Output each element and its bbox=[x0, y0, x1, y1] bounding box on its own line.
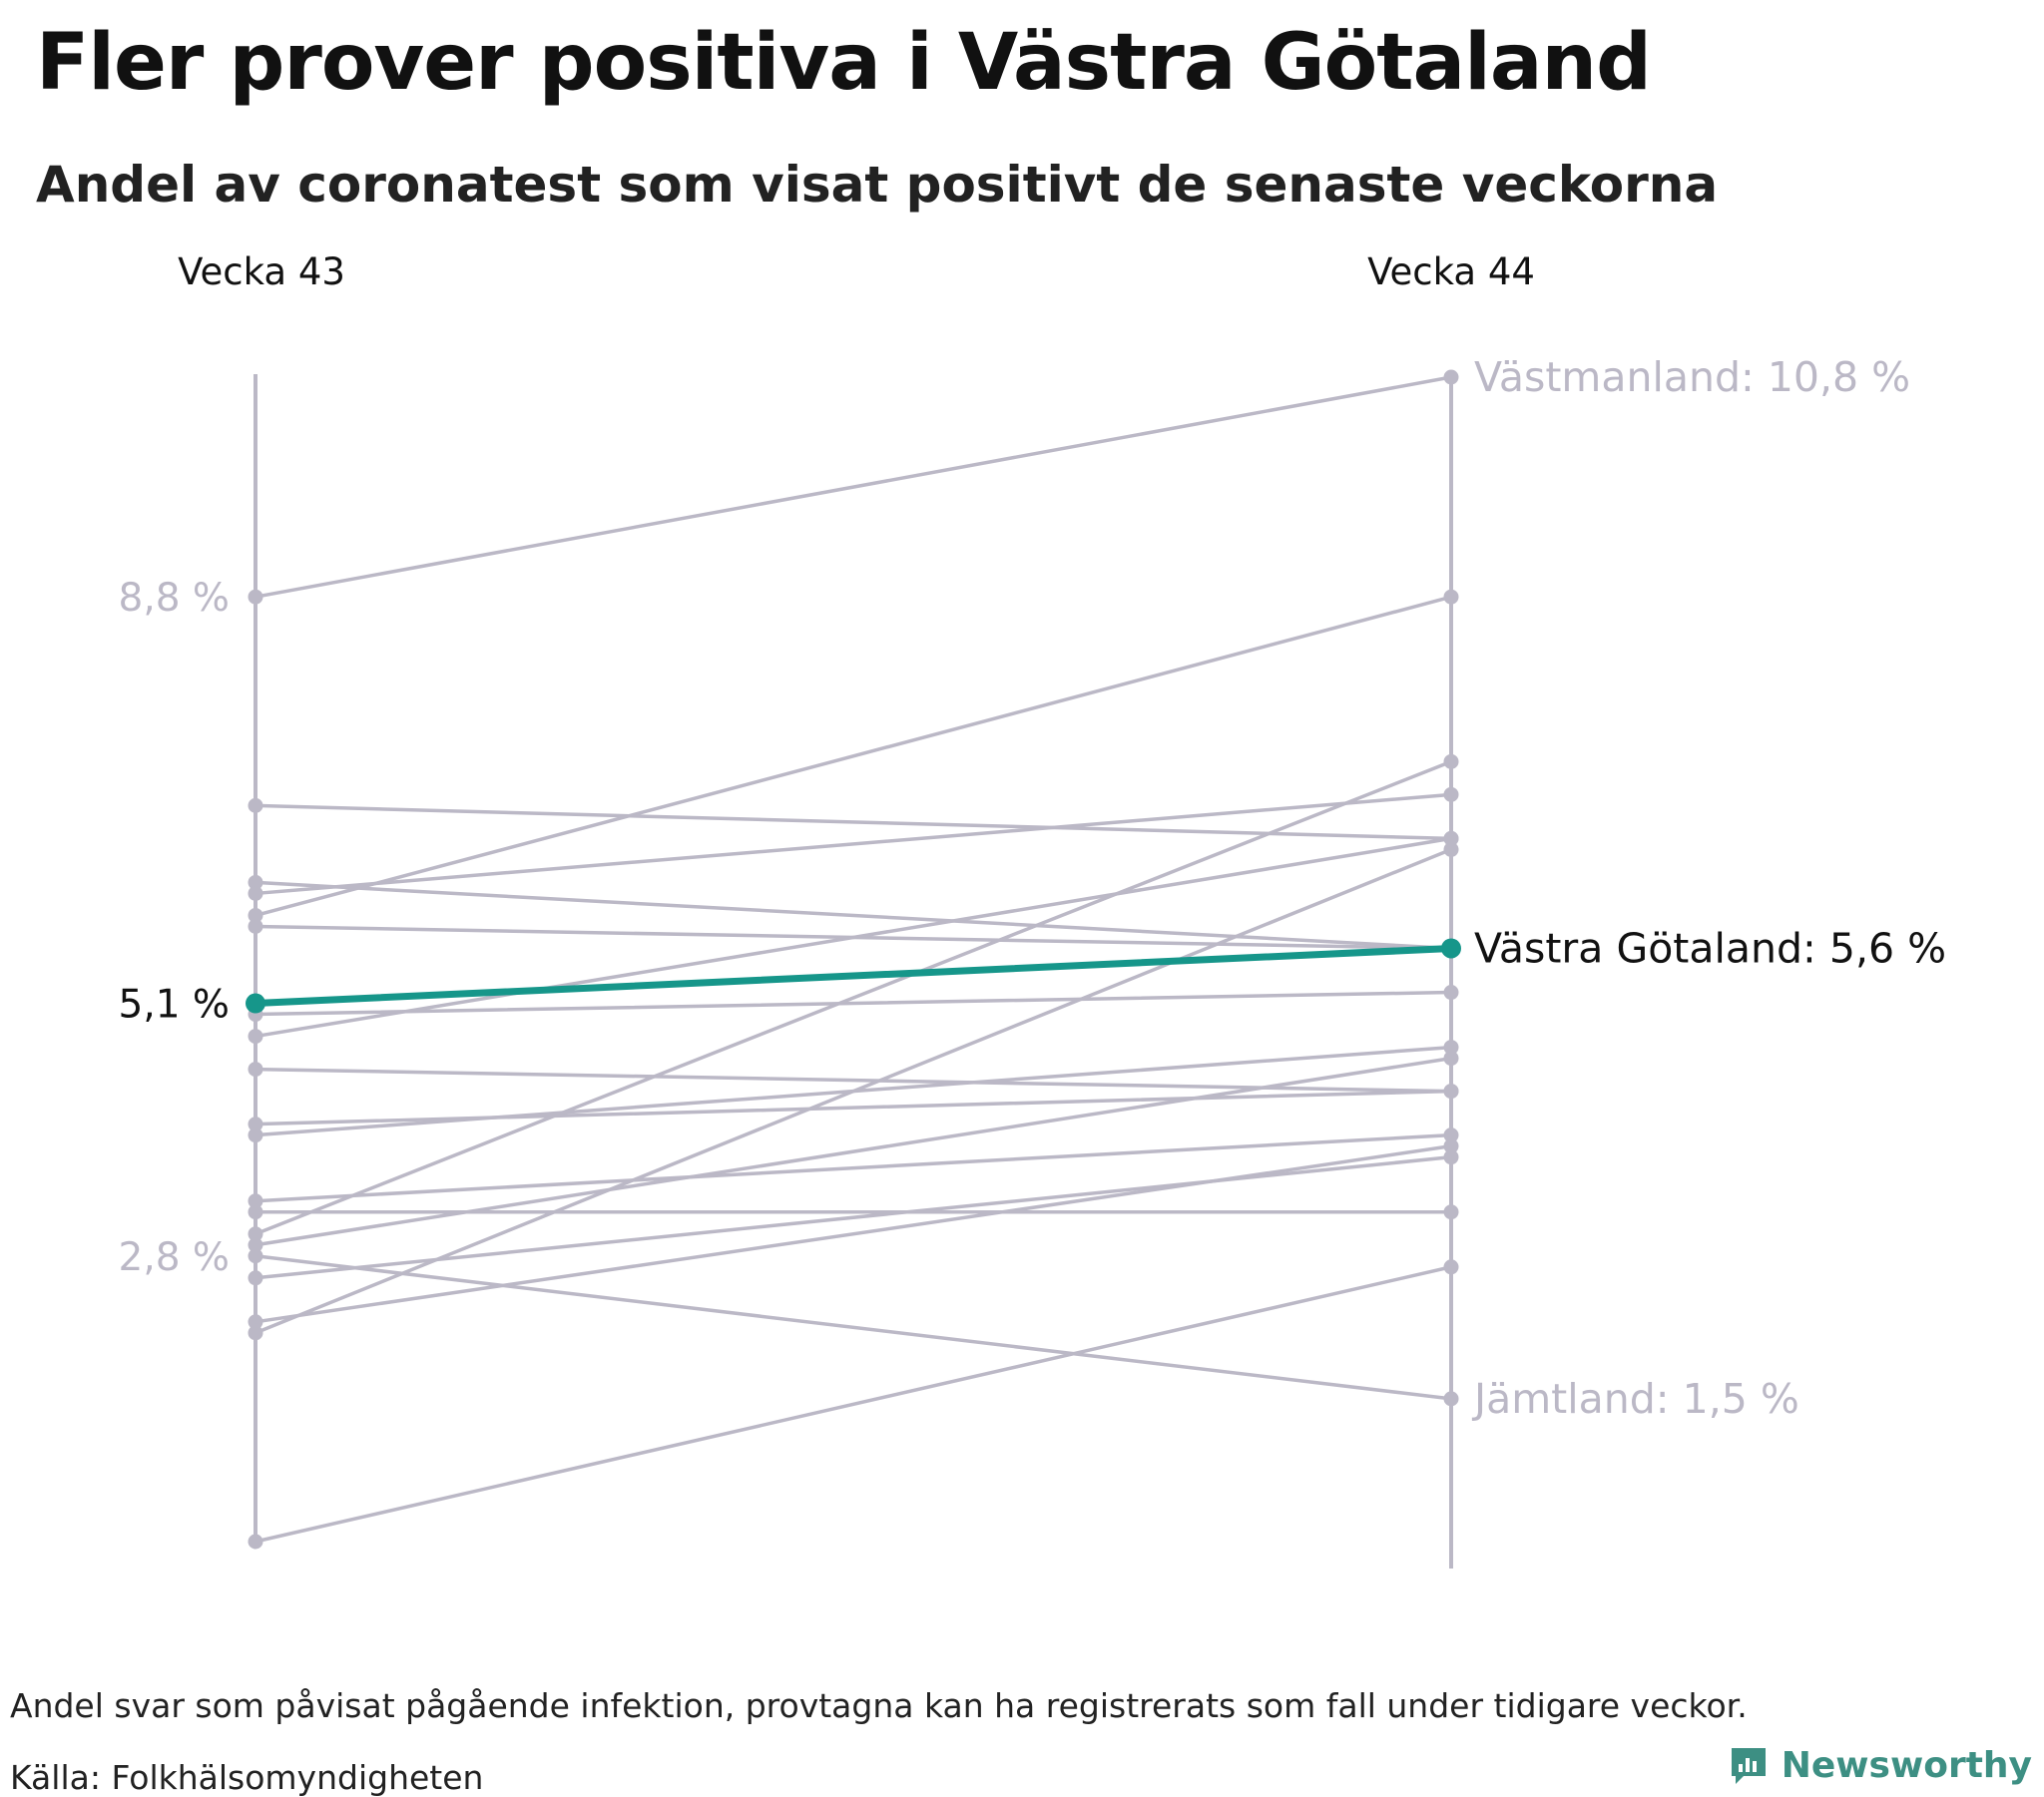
series-line bbox=[254, 1154, 1453, 1280]
data-point bbox=[248, 1248, 263, 1264]
data-point bbox=[248, 1204, 263, 1220]
series-line bbox=[254, 847, 1453, 1335]
series-line bbox=[254, 836, 1453, 1039]
data-point bbox=[1443, 1204, 1459, 1220]
data-point bbox=[1443, 1391, 1459, 1407]
series-line bbox=[254, 880, 1453, 951]
series-line bbox=[254, 1132, 1453, 1203]
data-point bbox=[248, 918, 263, 934]
data-point bbox=[248, 1237, 263, 1253]
data-point bbox=[1443, 830, 1459, 846]
series-line bbox=[254, 803, 1453, 841]
chart-subtitle: Andel av coronatest som visat positivt d… bbox=[36, 156, 1719, 214]
chart-title: Fler prover positiva i Västra Götaland bbox=[36, 18, 1652, 108]
data-point bbox=[1443, 753, 1459, 769]
data-point bbox=[248, 1314, 263, 1330]
column-header: Vecka 44 bbox=[1367, 250, 1535, 293]
data-point bbox=[1443, 1040, 1459, 1056]
column-header: Vecka 43 bbox=[178, 250, 345, 293]
data-point bbox=[1443, 1127, 1459, 1143]
right-value-label: Västmanland: 10,8 % bbox=[1474, 353, 1910, 401]
slope-chart: Vecka 43 Vecka 44 8,8 % 5,1 % 2,8 % Västmanla… bbox=[119, 250, 1947, 1569]
series-line bbox=[254, 1254, 1453, 1401]
series-line bbox=[254, 759, 1453, 1236]
data-point bbox=[1443, 1084, 1459, 1100]
data-point bbox=[248, 1325, 263, 1341]
series-line bbox=[254, 792, 1453, 896]
bar-chart-icon bbox=[1731, 1748, 1766, 1784]
data-point bbox=[248, 589, 263, 605]
right-value-label: Jämtland: 1,5 % bbox=[1471, 1375, 1799, 1423]
left-value-label: 2,8 % bbox=[119, 1235, 230, 1280]
series-line bbox=[254, 1056, 1453, 1247]
data-point bbox=[1443, 1051, 1459, 1067]
data-point bbox=[248, 1117, 263, 1132]
left-value-label: 5,1 % bbox=[119, 983, 230, 1028]
brand-name: Newsworthy bbox=[1781, 1744, 2032, 1786]
series-line bbox=[254, 595, 1453, 918]
data-point bbox=[248, 1193, 263, 1209]
brand-logo: Newsworthy bbox=[1728, 1744, 2032, 1786]
data-point bbox=[248, 1062, 263, 1078]
series-line bbox=[254, 1143, 1453, 1324]
data-point bbox=[248, 1226, 263, 1242]
data-point bbox=[1443, 1138, 1459, 1154]
data-point bbox=[248, 885, 263, 901]
data-point bbox=[1443, 985, 1459, 1001]
data-point bbox=[248, 797, 263, 813]
right-value-label: Västra Götaland: 5,6 % bbox=[1474, 924, 1946, 972]
data-point bbox=[1443, 786, 1459, 802]
source-note: Källa: Folkhälsomyndigheten bbox=[10, 1758, 484, 1797]
data-point bbox=[248, 1127, 263, 1143]
data-point bbox=[1443, 589, 1459, 605]
data-point bbox=[1443, 841, 1459, 857]
data-point bbox=[248, 1534, 263, 1550]
data-point bbox=[1443, 1149, 1459, 1165]
series-line bbox=[254, 1265, 1453, 1544]
data-point bbox=[248, 907, 263, 923]
highlight-series-line bbox=[252, 944, 1455, 1008]
labels-group: Vecka 43 Vecka 44 8,8 % 5,1 % 2,8 % Västmanla… bbox=[119, 250, 1947, 1423]
series-line bbox=[254, 1089, 1453, 1126]
data-point bbox=[248, 1029, 263, 1045]
data-point bbox=[248, 874, 263, 890]
series-line bbox=[254, 375, 1453, 599]
data-point bbox=[1443, 1259, 1459, 1275]
axes-group bbox=[254, 374, 1453, 1569]
series-lines-group bbox=[246, 369, 1461, 1550]
left-value-label: 8,8 % bbox=[119, 576, 230, 621]
footnote: Andel svar som påvisat pågående infektio… bbox=[10, 1686, 1748, 1725]
data-point bbox=[1443, 369, 1459, 385]
series-line bbox=[254, 990, 1453, 1017]
highlight-point bbox=[1441, 938, 1461, 959]
highlight-point bbox=[246, 993, 265, 1014]
series-line bbox=[254, 1067, 1453, 1094]
data-point bbox=[248, 1270, 263, 1286]
